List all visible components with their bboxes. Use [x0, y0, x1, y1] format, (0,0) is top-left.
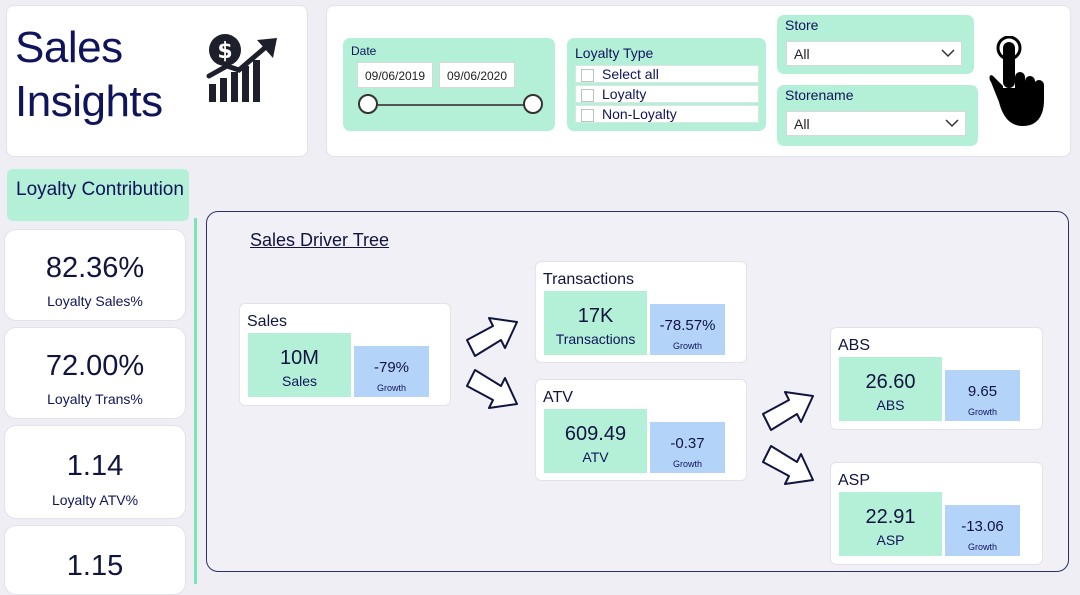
node-growth-value: 9.65 [967, 383, 998, 400]
loyalty-contribution-title: Loyalty Contribution [16, 179, 184, 200]
node-value-label: Transactions [555, 331, 636, 347]
node-value-label: Sales [281, 373, 318, 389]
money-growth-icon: $ [206, 34, 277, 102]
node-growth-label: Growth [376, 383, 406, 393]
kpi-card-loyalty-sales: 82.36% Loyalty Sales% [4, 229, 186, 321]
node-abs: ABS 26.60 ABS 9.65 Growth [830, 327, 1043, 430]
pointer-hand-icon [989, 36, 1044, 126]
node-title: Transactions [543, 271, 634, 288]
node-value-label: ABS [876, 397, 905, 413]
divider [194, 218, 197, 584]
node-value: 609.49 [564, 423, 627, 445]
store-slicer: Store All [777, 15, 974, 74]
arrow-up-right-icon [466, 317, 518, 357]
node-growth-label: Growth [967, 407, 997, 417]
date-slicer: Date 09/06/2019 09/06/2020 [343, 38, 555, 131]
node-value-box: 17K Transactions [544, 291, 647, 355]
kpi-card-loyalty-trans: 72.00% Loyalty Trans% [4, 327, 186, 419]
filter-panel: Date 09/06/2019 09/06/2020 Loyalty Type … [326, 5, 1071, 157]
node-growth-box: 9.65 Growth [945, 370, 1020, 421]
loyalty-type-slicer-title: Loyalty Type [575, 45, 654, 61]
node-value-label: ATV [582, 449, 609, 465]
node-growth-value: -13.06 [961, 518, 1004, 535]
title-card: Sales Insights $ [6, 5, 308, 157]
node-value: 10M [280, 347, 319, 369]
node-growth-label: Growth [967, 542, 997, 552]
kpi-value: 72.00% [45, 350, 145, 382]
store-dropdown[interactable]: All [786, 41, 962, 66]
tree-title: Sales Driver Tree [250, 230, 390, 250]
kpi-value: 1.15 [66, 550, 124, 582]
loyalty-option-label: Non-Loyalty [602, 106, 677, 122]
node-growth-box: -0.37 Growth [650, 422, 725, 473]
node-growth-label: Growth [672, 341, 702, 351]
storename-dropdown[interactable]: All [786, 111, 966, 136]
node-growth-value: -78.57% [659, 317, 716, 334]
svg-text:$: $ [217, 39, 232, 64]
node-value: 17K [577, 305, 614, 327]
kpi-label: Loyalty ATV% [51, 492, 139, 508]
node-value-box: 26.60 ABS [839, 357, 942, 421]
chevron-down-icon [941, 49, 955, 58]
node-growth-value: -0.37 [670, 435, 705, 452]
kpi-value: 82.36% [45, 252, 145, 284]
kpi-card-loyalty-4: 1.15 [4, 525, 186, 595]
store-slicer-title: Store [785, 17, 819, 33]
node-asp: ASP 22.91 ASP -13.06 Growth [830, 462, 1043, 565]
storename-dropdown-value: All [794, 116, 810, 132]
sales-driver-tree-panel: Sales Driver Tree Sales 10M Sales -79% G… [206, 211, 1069, 572]
loyalty-option-label: Select all [602, 66, 659, 82]
kpi-card-loyalty-atv: 1.14 Loyalty ATV% [4, 425, 186, 519]
date-slider-end-handle[interactable] [523, 94, 543, 114]
node-title: ABS [838, 337, 871, 354]
node-value: 26.60 [865, 371, 916, 393]
checkbox[interactable] [581, 109, 594, 122]
node-title: ASP [838, 472, 871, 489]
chevron-down-icon [945, 119, 959, 128]
node-atv: ATV 609.49 ATV -0.37 Growth [535, 379, 747, 481]
node-title: ATV [543, 389, 573, 406]
node-value-box: 10M Sales [248, 333, 351, 397]
node-growth-label: Growth [672, 459, 702, 469]
loyalty-option-non-loyalty[interactable]: Non-Loyalty [575, 105, 759, 123]
loyalty-option-loyalty[interactable]: Loyalty [575, 85, 759, 103]
date-slider-start-handle[interactable] [358, 94, 378, 114]
kpi-value: 1.14 [66, 450, 124, 482]
storename-slicer: Storename All [777, 85, 978, 146]
kpi-label: Loyalty Sales% [47, 293, 143, 309]
loyalty-option-select-all[interactable]: Select all [575, 65, 759, 83]
loyalty-type-slicer: Loyalty Type Select all Loyalty Non-Loya… [567, 38, 766, 131]
arrow-down-right-icon [466, 369, 518, 409]
checkbox[interactable] [581, 89, 594, 102]
node-growth-box: -78.57% Growth [650, 304, 725, 355]
node-growth-value: -79% [373, 359, 410, 376]
storename-slicer-title: Storename [785, 87, 854, 103]
page-title-line-2: Insights [15, 77, 163, 126]
store-dropdown-value: All [794, 46, 810, 62]
node-value-box: 609.49 ATV [544, 409, 647, 473]
arrow-down-right-icon [762, 445, 814, 485]
arrow-up-right-icon [762, 391, 814, 431]
node-title: Sales [247, 313, 288, 330]
node-transactions: Transactions 17K Transactions -78.57% Gr… [535, 261, 747, 363]
kpi-label: Loyalty Trans% [47, 391, 143, 407]
loyalty-option-label: Loyalty [602, 86, 647, 102]
date-slicer-title: Date [351, 44, 377, 58]
loyalty-contribution-header: Loyalty Contribution [7, 169, 189, 221]
date-slider-track[interactable] [367, 104, 533, 106]
date-start-input[interactable]: 09/06/2019 [357, 62, 433, 88]
node-sales: Sales 10M Sales -79% Growth [239, 303, 451, 406]
node-value-box: 22.91 ASP [839, 492, 942, 556]
node-value: 22.91 [865, 506, 916, 528]
page-title-line-1: Sales [15, 23, 123, 72]
checkbox[interactable] [581, 69, 594, 82]
node-value-label: ASP [876, 532, 905, 548]
node-growth-box: -13.06 Growth [945, 505, 1020, 556]
date-end-input[interactable]: 09/06/2020 [439, 62, 515, 88]
node-growth-box: -79% Growth [354, 346, 429, 397]
